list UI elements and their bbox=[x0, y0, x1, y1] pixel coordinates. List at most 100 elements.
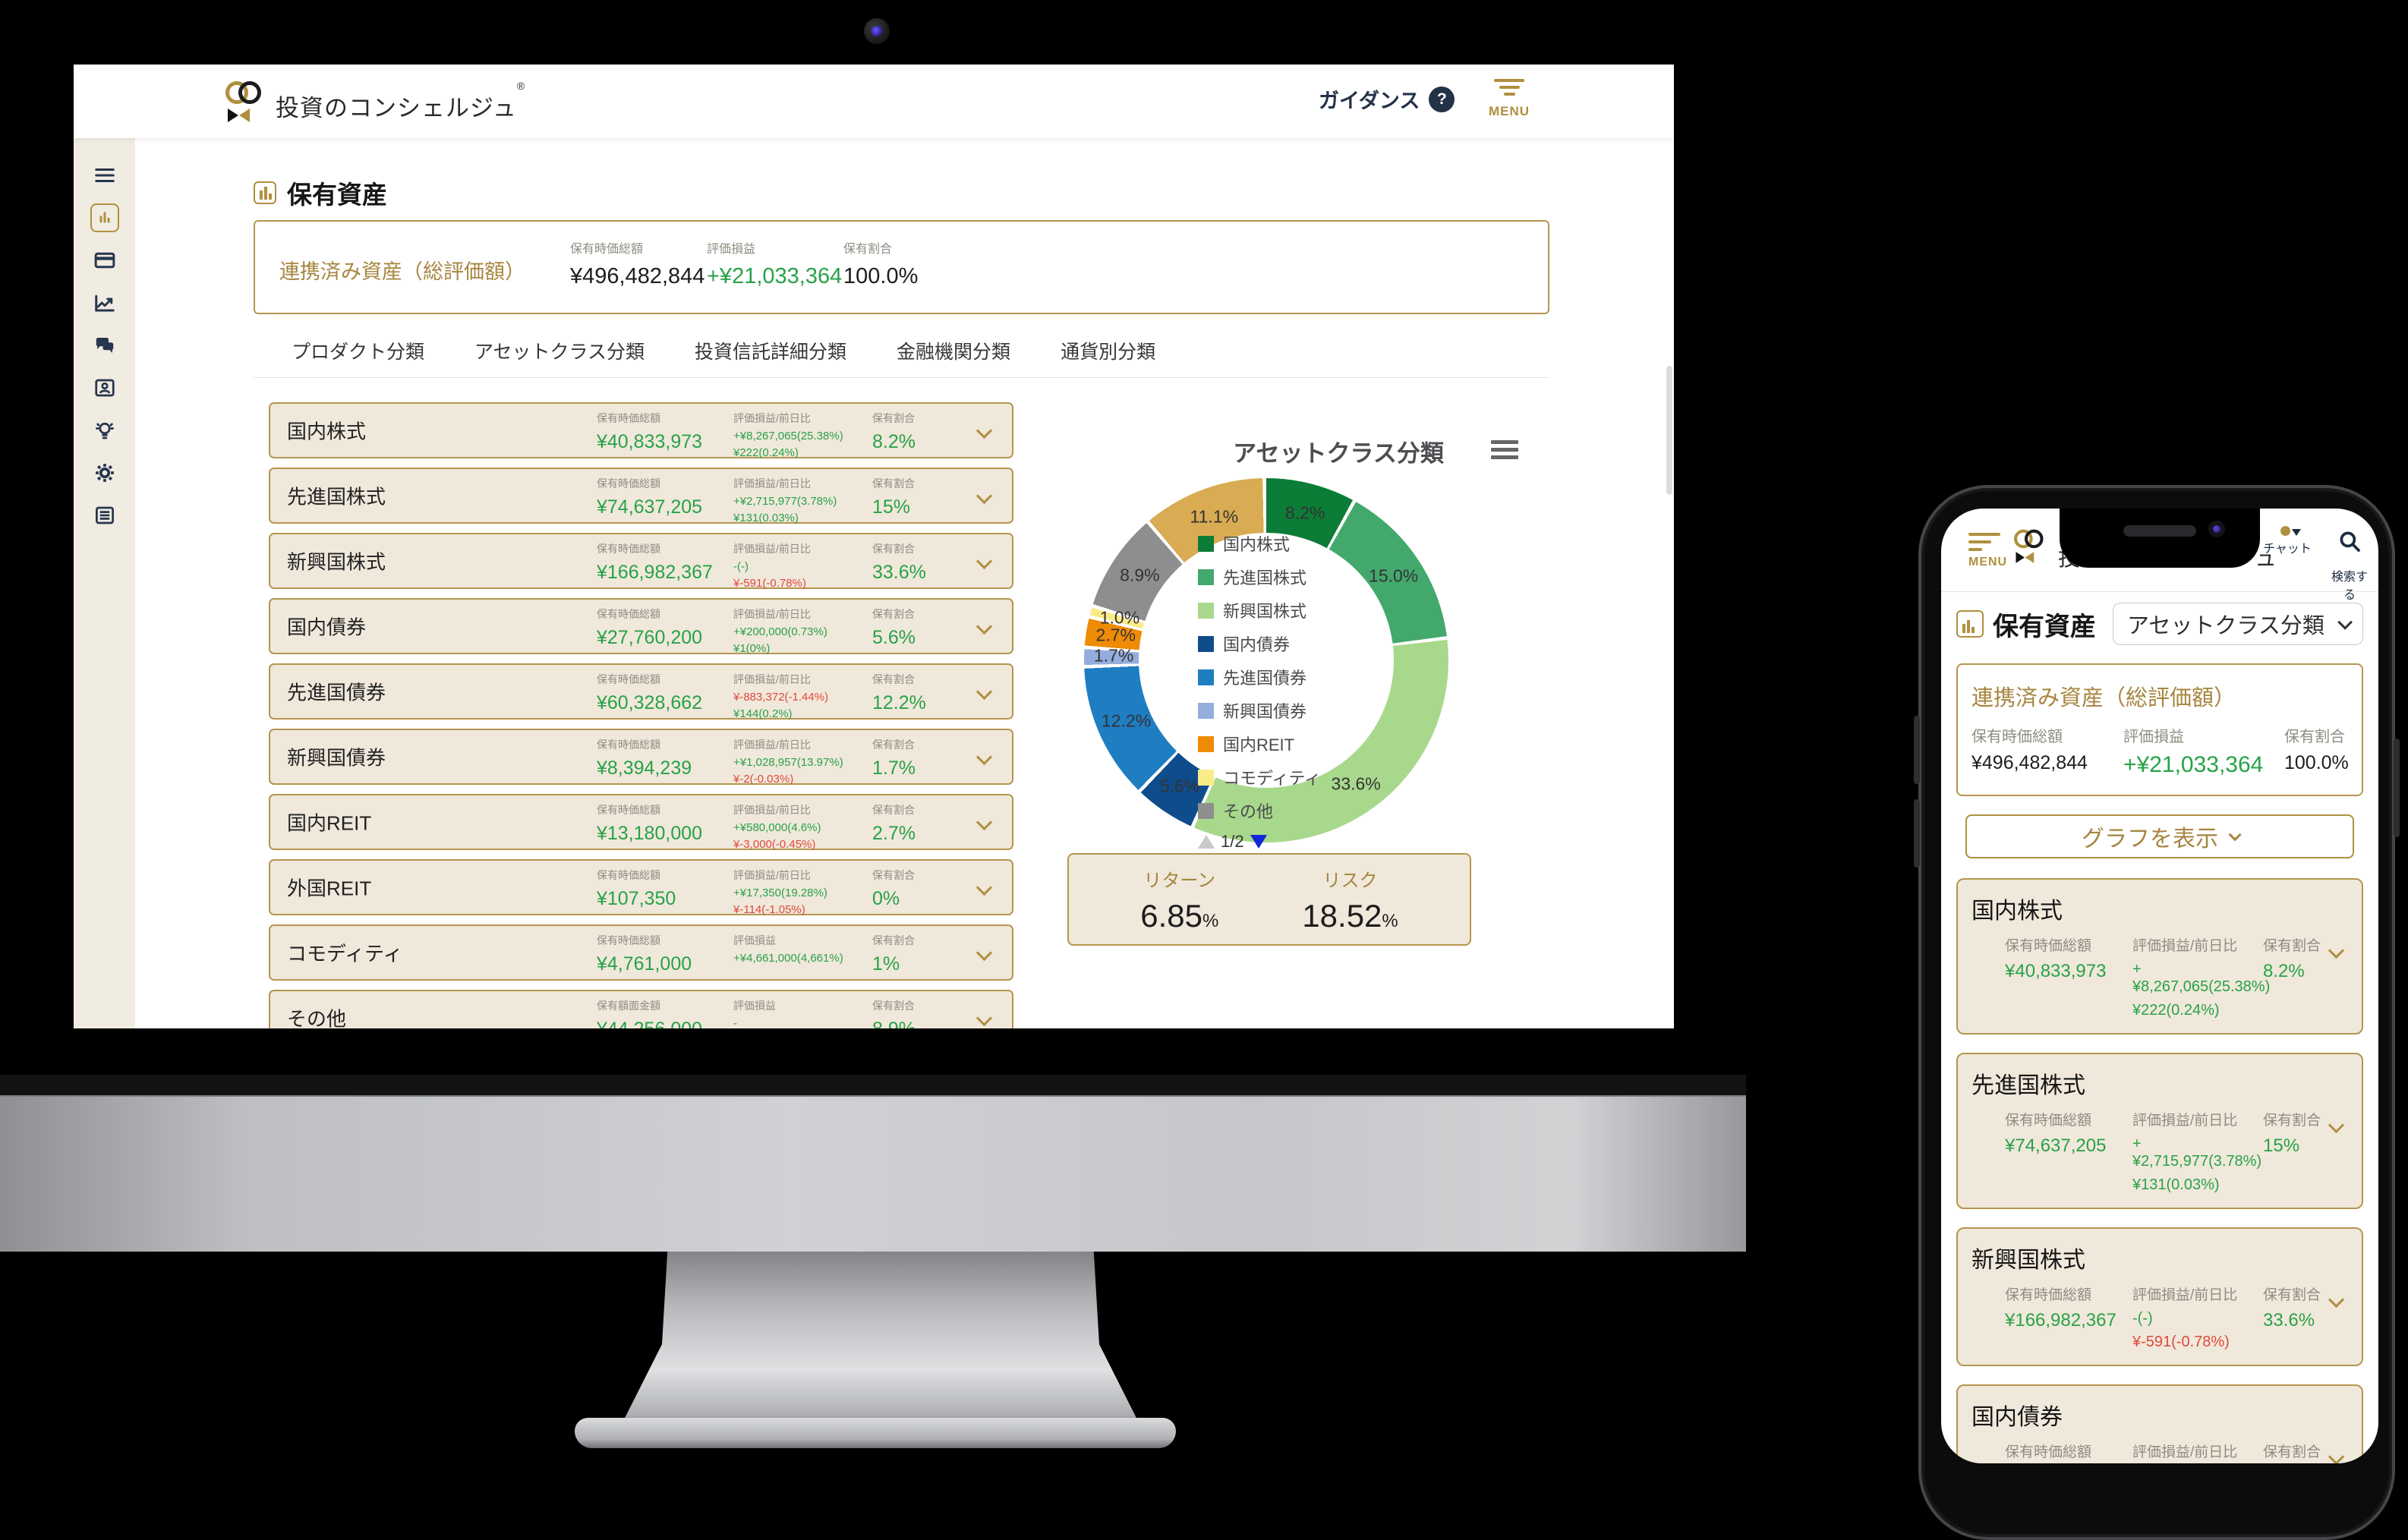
sidebar bbox=[74, 138, 135, 1028]
sidebar-accounts-card-icon[interactable] bbox=[90, 246, 119, 275]
chevron-down-icon[interactable] bbox=[975, 748, 993, 766]
sidebar-reports-news-icon[interactable] bbox=[90, 501, 119, 530]
legend-item[interactable]: 国内債券 bbox=[1198, 631, 1321, 656]
asset-row[interactable]: 新興国株式 保有時価総額 ¥166,982,367 評価損益/前日比 -(-) … bbox=[269, 533, 1013, 590]
donut-chart-title: アセットクラス分類 bbox=[1233, 440, 1444, 467]
asset-row[interactable]: 国内債券 保有時価総額 ¥27,760,200 評価損益/前日比 +¥200,0… bbox=[269, 598, 1013, 655]
scrollbar-thumb[interactable] bbox=[1666, 366, 1672, 495]
chevron-down-icon[interactable] bbox=[975, 618, 993, 635]
tab[interactable]: 金融機関分類 bbox=[897, 341, 1011, 363]
help-icon[interactable]: ? bbox=[1429, 86, 1455, 112]
legend-page-down-icon[interactable] bbox=[1250, 835, 1267, 849]
tab[interactable]: 投資信託詳細分類 bbox=[695, 341, 847, 363]
sidebar-settings-gear-icon[interactable] bbox=[90, 458, 119, 487]
legend-item[interactable]: コモディティ bbox=[1198, 765, 1321, 789]
tab[interactable]: 通貨別分類 bbox=[1061, 341, 1156, 363]
brand-name: 投資のコンシェルジュ bbox=[276, 95, 517, 121]
summary-pl-value: +¥21,033,364 bbox=[707, 264, 843, 288]
mobile-summary-title: 連携済み資産（総評価額） bbox=[1971, 686, 2236, 710]
asset-row[interactable]: 新興国債券 保有時価総額 ¥8,394,239 評価損益/前日比 +¥1,028… bbox=[269, 729, 1013, 786]
row-pl-label: 評価損益/前日比 bbox=[733, 608, 811, 620]
mobile-menu-button[interactable]: MENU bbox=[1968, 533, 2007, 569]
row-pl-label: 評価損益/前日比 bbox=[733, 543, 811, 555]
row-pl-label: 評価損益/前日比 bbox=[733, 869, 811, 881]
sidebar-menu-icon[interactable] bbox=[90, 161, 119, 190]
mobile-chat-button[interactable]: チャット bbox=[2263, 526, 2312, 556]
legend-swatch bbox=[1198, 602, 1214, 619]
chevron-down-icon[interactable] bbox=[975, 487, 993, 505]
summary-title: 連携済み資産（総評価額） bbox=[279, 260, 525, 283]
legend-item[interactable]: 先進国債券 bbox=[1198, 665, 1321, 689]
asset-row[interactable]: 外国REIT 保有時価総額 ¥107,350 評価損益/前日比 +¥17,350… bbox=[269, 859, 1013, 916]
asset-name: 新興国株式 bbox=[287, 550, 386, 574]
mobile-search-button[interactable]: 検索する bbox=[2327, 528, 2372, 603]
row-pl-label: 評価損益 bbox=[733, 934, 776, 946]
legend-item[interactable]: 新興国債券 bbox=[1198, 698, 1321, 723]
chart-context-menu-icon[interactable] bbox=[1491, 440, 1518, 463]
guidance-button[interactable]: ガイダンス ? bbox=[1319, 84, 1455, 114]
asset-row[interactable]: コモディティ 保有時価総額 ¥4,761,000 評価損益 +¥4,661,00… bbox=[269, 924, 1013, 981]
asset-row[interactable]: その他 保有額面金額 ¥44,256,000 評価損益 - 保有割合 8 bbox=[269, 990, 1013, 1028]
page-title-chart-icon bbox=[254, 181, 276, 204]
asset-row[interactable]: 国内REIT 保有時価総額 ¥13,180,000 評価損益/前日比 +¥580… bbox=[269, 794, 1013, 851]
donut-segment-label: 33.6% bbox=[1331, 773, 1381, 794]
sidebar-idea-bulb-icon[interactable] bbox=[90, 416, 119, 445]
tab[interactable]: プロダクト分類 bbox=[292, 341, 425, 363]
mobile-asset-card[interactable]: 先進国株式 保有時価総額 ¥74,637,205 評価損益/前日比 +¥2,71… bbox=[1956, 1053, 2363, 1209]
mobile-asset-card[interactable]: 国内株式 保有時価総額 ¥40,833,973 評価損益/前日比 +¥8,267… bbox=[1956, 878, 2363, 1035]
monitor-stand-neck bbox=[623, 1252, 1138, 1420]
row-pl-label: 評価損益/前日比 bbox=[733, 739, 811, 751]
chevron-down-icon[interactable] bbox=[975, 1009, 993, 1027]
mobile-classification-select[interactable]: アセットクラス分類 bbox=[2113, 603, 2363, 645]
row-market-value: ¥74,637,205 bbox=[597, 496, 703, 518]
mobile-asset-card[interactable]: 新興国株式 保有時価総額 ¥166,982,367 評価損益/前日比 -(-) … bbox=[1956, 1227, 2363, 1366]
sidebar-contact-card-icon[interactable] bbox=[90, 373, 119, 402]
asset-name: その他 bbox=[287, 1007, 347, 1029]
sidebar-performance-trend-icon[interactable] bbox=[90, 288, 119, 317]
row-ratio-value: 8.2% bbox=[872, 431, 916, 452]
row-day-change: ¥222(0.24%) bbox=[733, 446, 799, 459]
mobile-summary-pl-value: +¥21,033,364 bbox=[2123, 752, 2264, 777]
donut-segment-label: 2.7% bbox=[1095, 625, 1136, 645]
asset-row[interactable]: 国内株式 保有時価総額 ¥40,833,973 評価損益/前日比 +¥8,267… bbox=[269, 402, 1013, 459]
chevron-down-icon bbox=[2337, 614, 2353, 630]
row-ratio-label: 保有割合 bbox=[872, 673, 915, 685]
row-ratio-value: 33.6% bbox=[872, 562, 926, 583]
chevron-down-icon[interactable] bbox=[975, 683, 993, 701]
row-day-change: ¥131(0.03%) bbox=[733, 512, 799, 524]
sidebar-chat-icon[interactable] bbox=[90, 331, 119, 360]
sidebar-holdings-chart-icon[interactable] bbox=[90, 203, 119, 232]
legend-item[interactable]: 新興国株式 bbox=[1198, 598, 1321, 622]
brand[interactable]: 投資のコンシェルジュ ® bbox=[225, 80, 525, 124]
legend-label: 先進国債券 bbox=[1223, 669, 1307, 688]
asset-row[interactable]: 先進国債券 保有時価総額 ¥60,328,662 評価損益/前日比 ¥-883,… bbox=[269, 663, 1013, 720]
chevron-down-icon[interactable] bbox=[975, 944, 993, 962]
row-ratio-value: 15% bbox=[872, 496, 911, 518]
chevron-down-icon[interactable] bbox=[975, 422, 993, 439]
row-ratio-value: 2.7% bbox=[872, 823, 916, 844]
legend-item[interactable]: 国内REIT bbox=[1198, 732, 1321, 756]
card-day-change: ¥-591(-0.78%) bbox=[2132, 1334, 2230, 1350]
show-graph-button[interactable]: グラフを表示 bbox=[1965, 814, 2354, 858]
legend-item[interactable]: 先進国株式 bbox=[1198, 565, 1321, 589]
card-day-change: ¥222(0.24%) bbox=[2132, 1002, 2220, 1019]
legend-item[interactable]: その他 bbox=[1198, 798, 1321, 823]
row-market-label: 保有時価総額 bbox=[597, 869, 660, 881]
asset-row[interactable]: 先進国株式 保有時価総額 ¥74,637,205 評価損益/前日比 +¥2,71… bbox=[269, 468, 1013, 524]
row-pl-value: +¥2,715,977(3.78%) bbox=[733, 495, 837, 508]
chevron-down-icon[interactable] bbox=[975, 814, 993, 831]
legend-swatch bbox=[1198, 568, 1214, 585]
menu-label: MENU bbox=[1488, 104, 1530, 118]
mobile-asset-card[interactable]: 国内債券 保有時価総額 ¥27,760,200 評価損益/前日比 +¥200,0… bbox=[1956, 1384, 2363, 1463]
menu-button[interactable]: MENU bbox=[1473, 75, 1546, 119]
row-market-label: 保有時価総額 bbox=[597, 673, 660, 685]
row-market-label: 保有額面金額 bbox=[597, 1000, 660, 1012]
tab[interactable]: アセットクラス分類 bbox=[474, 341, 645, 363]
legend-item[interactable]: 国内株式 bbox=[1198, 531, 1321, 556]
row-market-label: 保有時価総額 bbox=[597, 543, 660, 555]
linked-assets-summary: 連携済み資産（総評価額） 保有時価総額 ¥496,482,844 評価損益 +¥… bbox=[254, 220, 1549, 314]
return-label: リターン bbox=[1143, 870, 1216, 891]
legend-page-up-icon[interactable] bbox=[1198, 835, 1215, 849]
chevron-down-icon[interactable] bbox=[975, 879, 993, 896]
chevron-down-icon[interactable] bbox=[975, 553, 993, 570]
